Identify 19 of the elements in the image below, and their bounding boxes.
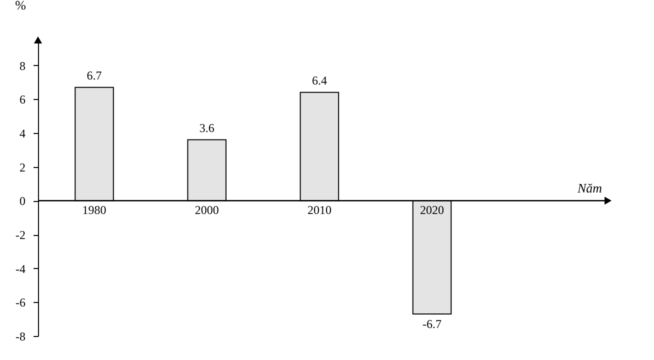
data-label: 3.6 bbox=[199, 120, 214, 135]
text: Năm bbox=[576, 180, 602, 196]
x-tick-label: 2020 bbox=[420, 203, 444, 218]
y-tick-label: -4 bbox=[16, 262, 26, 276]
x-tick-label: 2000 bbox=[194, 203, 219, 218]
data-label: 6.4 bbox=[312, 73, 327, 88]
y-tick-label: 8 bbox=[20, 58, 26, 73]
y-tick-label: 6 bbox=[20, 92, 26, 107]
y-axis-title: % bbox=[15, 0, 26, 12]
y-tick-label: 0 bbox=[20, 194, 26, 208]
x-tick-label: 1980 bbox=[82, 203, 106, 218]
y-tick-label: 4 bbox=[20, 126, 26, 141]
data-label: 6.7 bbox=[86, 68, 102, 82]
y-tick-label: 2 bbox=[20, 160, 26, 174]
y-tick-label: -8 bbox=[16, 330, 26, 344]
y-tick-label: -2 bbox=[16, 228, 26, 242]
y-tick-label: -6 bbox=[16, 296, 26, 310]
data-label: -6.7 bbox=[422, 317, 442, 332]
x-tick-label: 2010 bbox=[307, 203, 332, 218]
